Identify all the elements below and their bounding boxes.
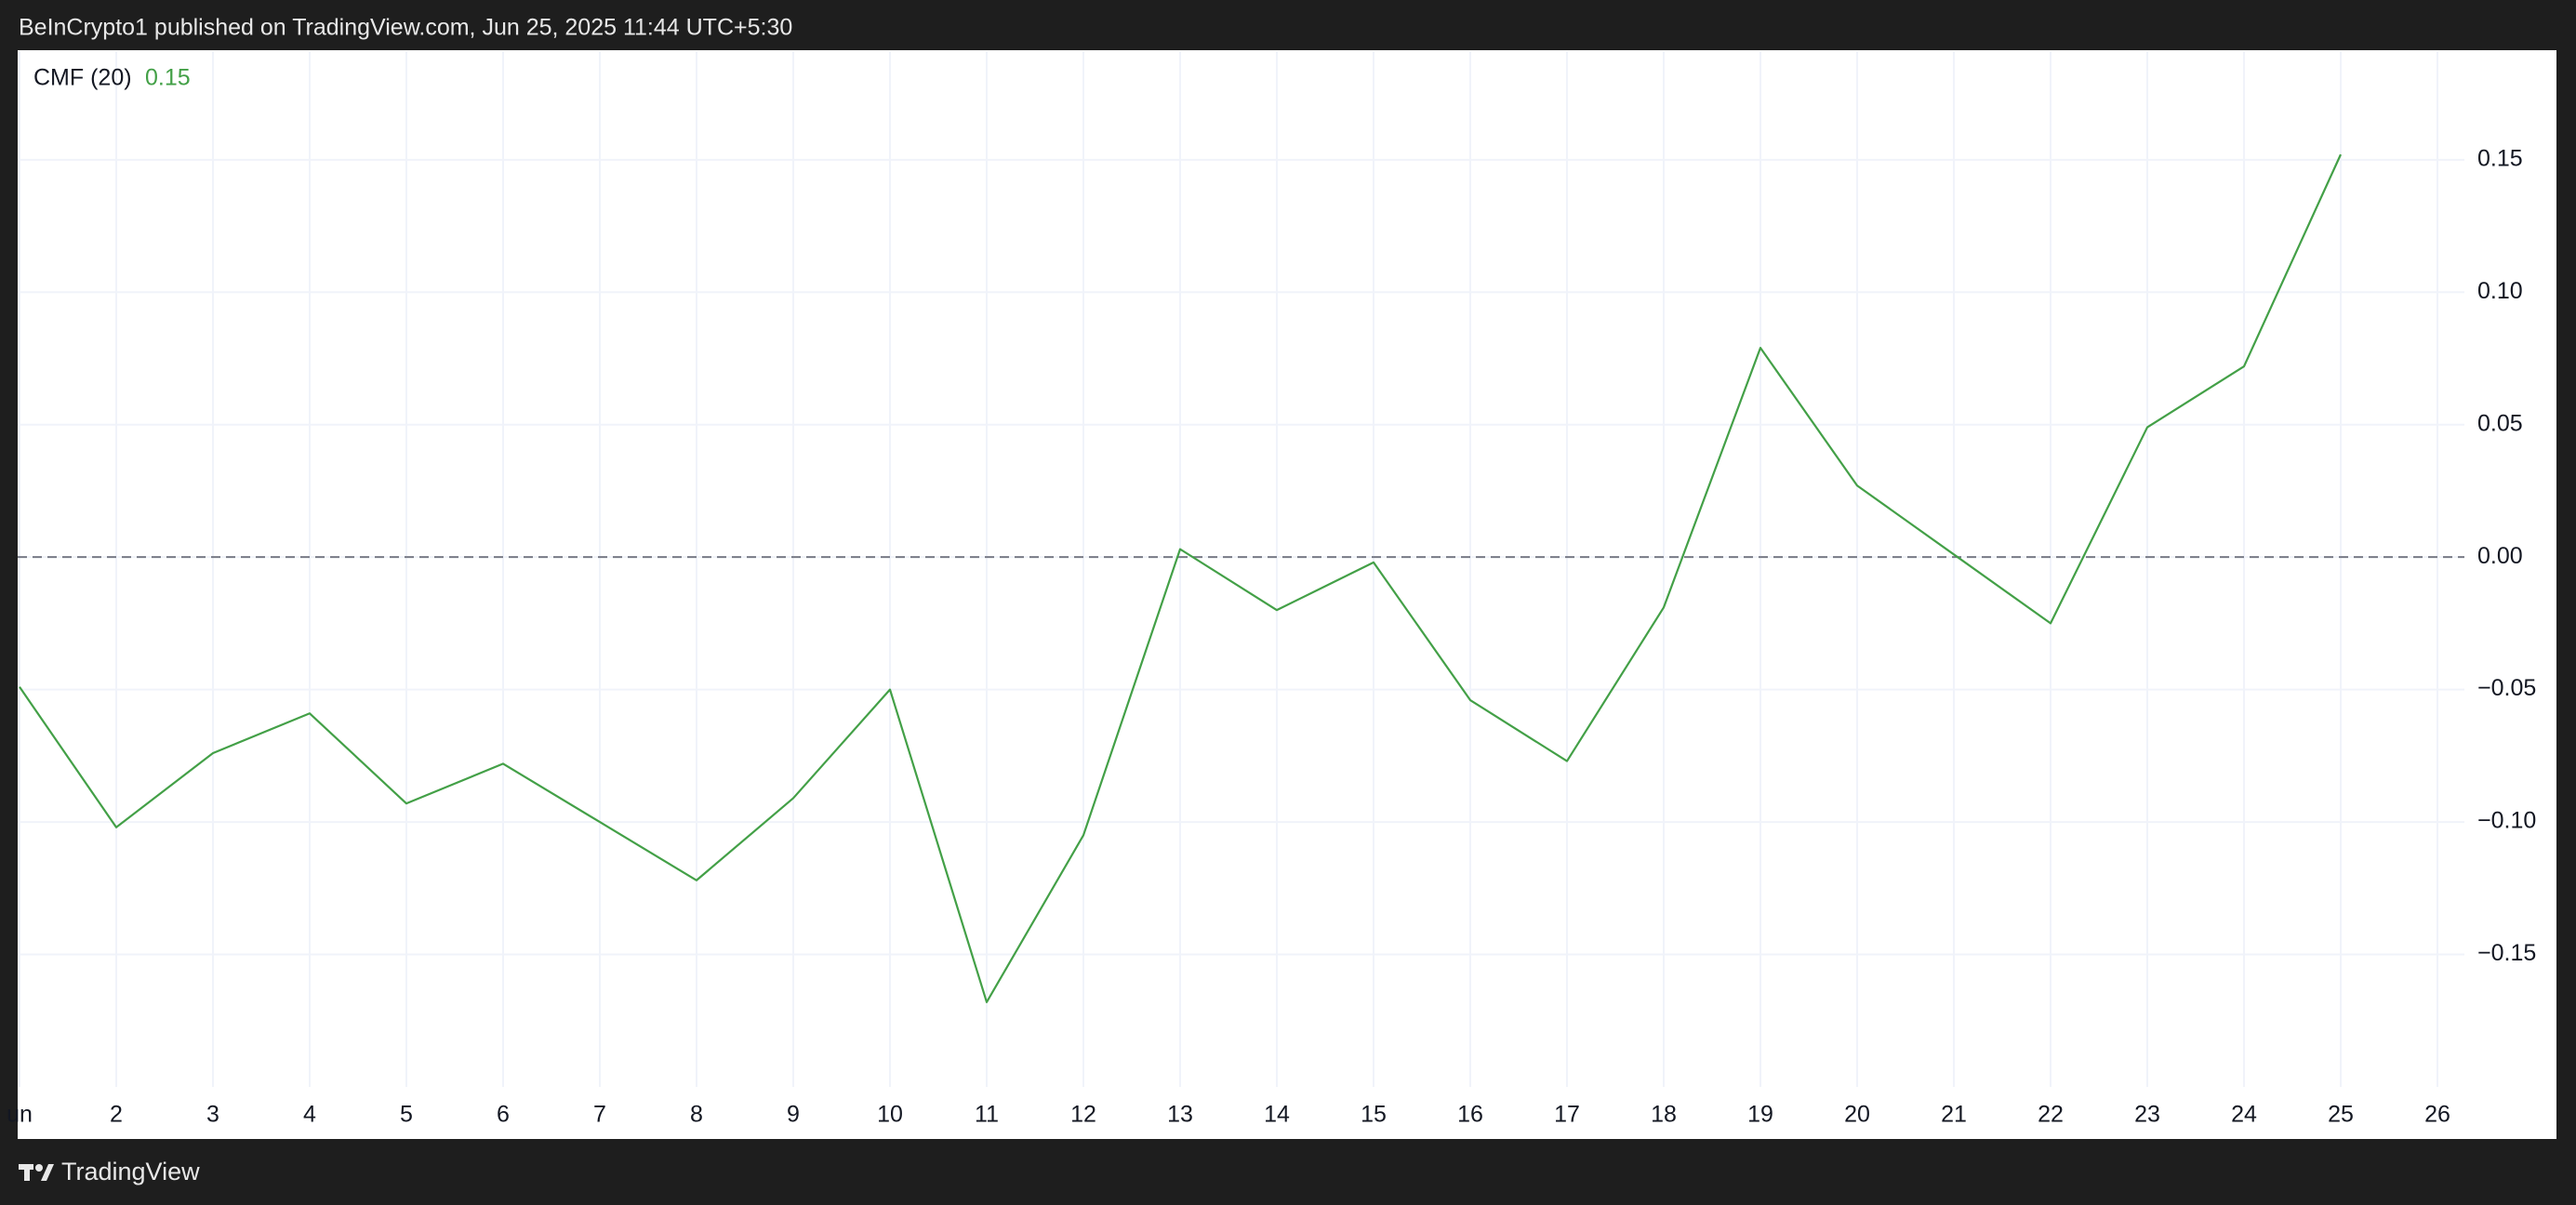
x-tick-label: 20: [1844, 1102, 1870, 1128]
x-tick-label: 26: [2424, 1102, 2450, 1128]
x-tick-label: 14: [1264, 1102, 1290, 1128]
header-title: BeInCrypto1 published on TradingView.com…: [19, 15, 792, 41]
y-tick-label: 0.00: [2477, 543, 2523, 569]
plot: un 2 3 4 5 6 7 8 9 10 11 12 13 14 15 16 17 18 19 20 21 22 23 24…: [7, 51, 2536, 1128]
x-tick-label: 17: [1554, 1102, 1580, 1128]
brand-logo: [19, 1164, 54, 1181]
x-tick-label: 23: [2134, 1102, 2160, 1128]
x-tick-label: 22: [2038, 1102, 2064, 1128]
x-tick-label: 4: [303, 1102, 316, 1128]
x-tick-label: 5: [400, 1102, 413, 1128]
x-tick-label: 13: [1167, 1102, 1193, 1128]
x-tick-label: un: [7, 1102, 33, 1128]
x-tick-label: 7: [593, 1102, 606, 1128]
cmf-line: [19, 153, 2343, 1003]
x-tick-label: 8: [690, 1102, 703, 1128]
x-tick-label: 24: [2231, 1102, 2257, 1128]
x-tick-label: 18: [1651, 1102, 1677, 1128]
legend-name: CMF (20): [33, 65, 132, 91]
x-tick-label: 15: [1361, 1102, 1387, 1128]
x-tick-label: 25: [2328, 1102, 2354, 1128]
y-tick-label: −0.05: [2477, 675, 2536, 701]
chart-area: [18, 50, 2556, 1139]
brand-name: TradingView: [61, 1158, 200, 1185]
x-tick-label: 10: [877, 1102, 903, 1128]
y-tick-label: −0.10: [2477, 808, 2536, 834]
x-tick-label: 2: [110, 1102, 123, 1128]
x-tick-label: 12: [1070, 1102, 1096, 1128]
legend-value: 0.15: [145, 65, 191, 91]
x-tick-label: 6: [497, 1102, 510, 1128]
y-tick-label: −0.15: [2477, 940, 2536, 966]
y-tick-label: 0.15: [2477, 145, 2523, 171]
x-tick-label: 19: [1747, 1102, 1773, 1128]
x-tick-label: 3: [206, 1102, 219, 1128]
y-tick-label: 0.05: [2477, 410, 2523, 436]
y-tick-label: 0.10: [2477, 278, 2523, 304]
x-tick-label: 21: [1941, 1102, 1967, 1128]
x-tick-label: 9: [787, 1102, 800, 1128]
x-tick-label: 11: [975, 1102, 999, 1128]
x-tick-label: 16: [1457, 1102, 1483, 1128]
